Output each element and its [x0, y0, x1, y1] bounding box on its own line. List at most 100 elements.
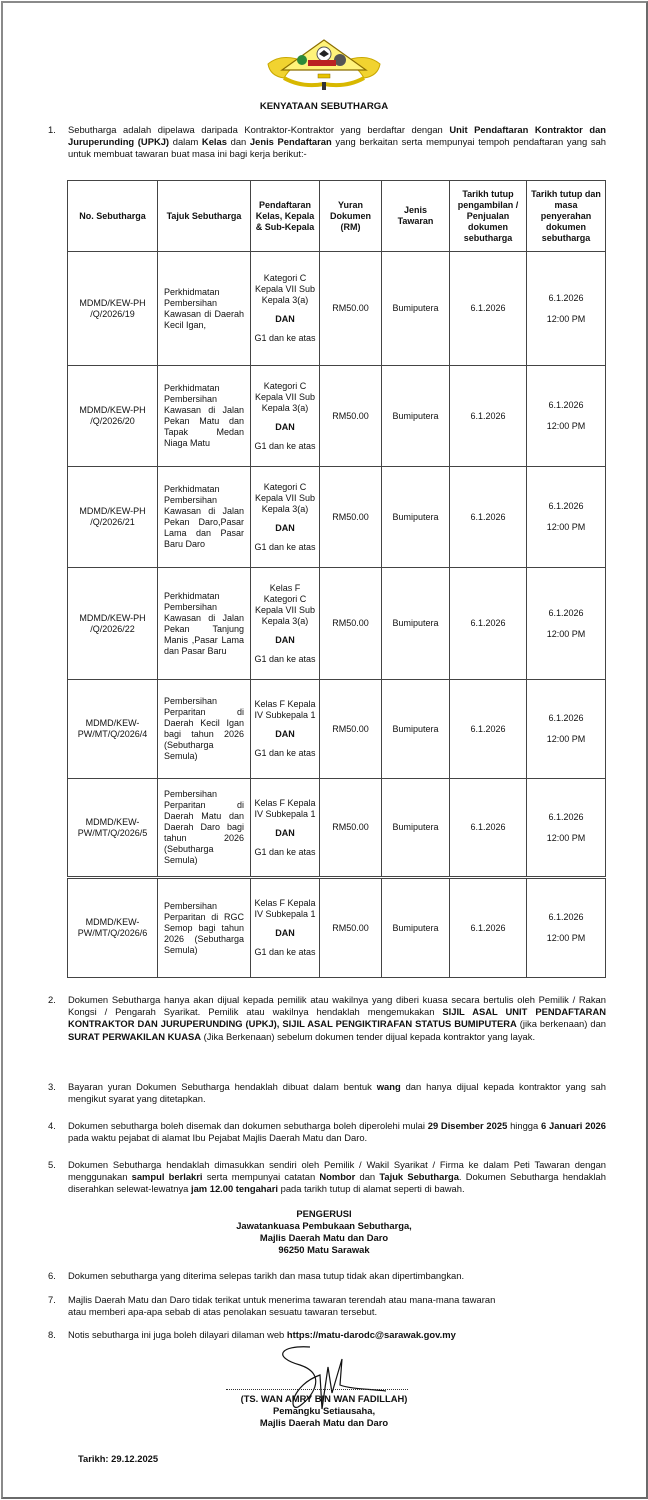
table-row: MDMD/KEW-PW/MT/Q/2026/5 Pembersihan Perpa…: [67, 778, 606, 879]
cell-tutup-jual: 6.1.2026: [449, 466, 527, 568]
close-date: 6.1.2026: [548, 713, 584, 723]
header-tarikh-jual: Tarikh tutup pengambilan / Penjualan dok…: [449, 180, 527, 252]
cell-tajuk: Perkhidmatan Pembersihan Kawasan di Daer…: [157, 251, 251, 366]
gred-text: G1 dan ke atas: [254, 947, 316, 957]
gred-text: G1 dan ke atas: [254, 748, 316, 758]
cell-no: MDMD/KEW-PH /Q/2026/22: [67, 567, 158, 680]
close-time: 12:00 PM: [546, 522, 586, 532]
table-row: MDMD/KEW-PH /Q/2026/21 Perkhidmatan Pembe…: [67, 466, 606, 568]
header-jenis: Jenis Tawaran: [381, 180, 450, 252]
close-time: 12:00 PM: [546, 734, 586, 744]
address-line: PENGERUSI: [296, 1208, 352, 1219]
header-tarikh-serah: Tarikh tutup dan masa penyerahan dokumen…: [526, 180, 606, 252]
cell-yuran: RM50.00: [319, 778, 382, 879]
gred-text: G1 dan ke atas: [254, 333, 316, 343]
cell-yuran: RM50.00: [319, 365, 382, 467]
item-8: 8. Notis sebutharga ini juga boleh dilay…: [48, 1329, 456, 1340]
cell-tutup-serah: 6.1.2026 12:00 PM: [526, 679, 606, 779]
cell-pendaftaran: Kelas F Kepala IV Subkepala 1 DAN G1 dan k…: [250, 679, 320, 779]
cell-tajuk: Pembersihan Perparitan di Daerah Kecil I…: [157, 679, 251, 779]
close-time: 12:00 PM: [546, 628, 586, 639]
cell-pendaftaran: Kategori C Kepala VII Sub Kepala 3(a) DAN…: [250, 251, 320, 366]
document-date: Tarikh: 29.12.2025: [78, 1453, 159, 1464]
cell-tajuk: Pembersihan Perparitan di RGC Semop bagi…: [157, 877, 251, 978]
cell-no: MDMD/KEW-PW/MT/Q/2026/4: [67, 679, 158, 779]
item-3: 3. Bayaran yuran Dokumen Sebutharga hend…: [48, 1081, 606, 1105]
table-row: MDMD/KEW-PH /Q/2026/22 Perkhidmatan Pembe…: [67, 567, 606, 680]
kelas-text: Kelas F Kepala IV Subkepala 1: [254, 898, 316, 919]
item-1: 1. Sebutharga adalah dipelawa daripada K…: [48, 124, 607, 160]
cell-tutup-serah: 6.1.2026 12:00 PM: [526, 567, 606, 680]
close-date: 6.1.2026: [548, 607, 584, 618]
cell-pendaftaran: Kategori C Kepala VII Sub Kepala 3(a) DAN…: [250, 466, 320, 568]
cell-tutup-jual: 6.1.2026: [449, 778, 527, 879]
cell-pendaftaran: Kelas F Kepala IV Subkepala 1 DAN G1 dan k…: [250, 778, 320, 879]
signatory-org: Majlis Daerah Matu dan Daro: [259, 1417, 389, 1428]
dan-text: DAN: [275, 928, 295, 938]
table-row: MDMD/KEW-PH /Q/2026/20 Perkhidmatan Pembe…: [67, 365, 606, 467]
close-time: 12:00 PM: [546, 313, 586, 324]
signatory-name: (TS. WAN AMRY BIN WAN FADILLAH): [240, 1393, 408, 1404]
cell-tutup-jual: 6.1.2026: [449, 679, 527, 779]
cell-tutup-serah: 6.1.2026 12:00 PM: [526, 251, 606, 366]
kelas-text: Kelas F Kepala IV Subkepala 1: [254, 797, 316, 819]
cell-no: MDMD/KEW-PW/MT/Q/2026/6: [67, 877, 158, 978]
website-link[interactable]: https://matu-darodc@sarawak.gov.my: [286, 1329, 456, 1340]
close-date: 6.1.2026: [548, 912, 584, 922]
cell-no: MDMD/KEW-PH /Q/2026/20: [67, 365, 158, 467]
kelas-text: Kelas F Kategori C Kepala VII Sub Kepala…: [254, 582, 316, 626]
page-title: KENYATAAN SEBUTHARGA: [259, 101, 389, 112]
cell-tutup-jual: 6.1.2026: [449, 251, 527, 366]
table-row: MDMD/KEW-PW/MT/Q/2026/6 Pembersihan Perpa…: [67, 877, 606, 978]
council-logo: [267, 39, 381, 90]
cell-yuran: RM50.00: [319, 679, 382, 779]
cell-tajuk: Perkhidmatan Pembersihan Kawasan di Jala…: [157, 567, 251, 680]
header-no: No. Sebutharga: [67, 180, 158, 252]
close-date: 6.1.2026: [548, 501, 584, 511]
address-line: Majlis Daerah Matu dan Daro: [259, 1232, 389, 1243]
address-line: 96250 Matu Sarawak: [278, 1244, 370, 1255]
item-5: 5. Dokumen Sebutharga hendaklah dimasukk…: [48, 1159, 606, 1195]
cell-jenis: Bumiputera: [381, 778, 450, 879]
dan-text: DAN: [275, 522, 295, 533]
close-date: 6.1.2026: [548, 811, 584, 822]
table-row: MDMD/KEW-PW/MT/Q/2026/4 Pembersihan Perpa…: [67, 679, 606, 779]
cell-pendaftaran: Kelas F Kategori C Kepala VII Sub Kepala…: [250, 567, 320, 680]
close-time: 12:00 PM: [546, 933, 586, 943]
cell-no: MDMD/KEW-PW/MT/Q/2026/5: [67, 778, 158, 879]
cell-pendaftaran: Kategori C Kepala VII Sub Kepala 3(a) DAN…: [250, 365, 320, 467]
dan-text: DAN: [275, 634, 295, 645]
signature: [282, 1346, 387, 1410]
cell-jenis: Bumiputera: [381, 251, 450, 366]
item-6: 6. Dokumen sebutharga yang diterima sele…: [48, 1270, 465, 1281]
cell-tajuk: Pembersihan Perparitan di Daerah Matu da…: [157, 778, 251, 879]
gred-text: G1 dan ke atas: [254, 653, 316, 664]
cell-jenis: Bumiputera: [381, 365, 450, 467]
signatory-block: (TS. WAN AMRY BIN WAN FADILLAH) Pemangku…: [0, 1393, 648, 1429]
cell-jenis: Bumiputera: [381, 466, 450, 568]
table-row: MDMD/KEW-PH /Q/2026/19 Perkhidmatan Pembe…: [67, 251, 606, 366]
signature-line: [226, 1389, 408, 1390]
cell-yuran: RM50.00: [319, 251, 382, 366]
cell-tutup-serah: 6.1.2026 12:00 PM: [526, 365, 606, 467]
table-header-row: No. Sebutharga Tajuk Sebutharga Pendafta…: [67, 180, 606, 252]
cell-tutup-serah: 6.1.2026 12:00 PM: [526, 778, 606, 879]
kelas-text: Kategori C Kepala VII Sub Kepala 3(a): [254, 273, 316, 305]
cell-tutup-jual: 6.1.2026: [449, 567, 527, 680]
cell-yuran: RM50.00: [319, 877, 382, 978]
cell-tutup-serah: 6.1.2026 12:00 PM: [526, 466, 606, 568]
dan-text: DAN: [275, 421, 295, 432]
close-date: 6.1.2026: [548, 292, 584, 303]
cell-tajuk: Perkhidmatan Pembersihan Kawasan di Jala…: [157, 365, 251, 467]
header-yuran: Yuran Dokumen (RM): [319, 180, 382, 252]
cell-jenis: Bumiputera: [381, 877, 450, 978]
cell-tutup-jual: 6.1.2026: [449, 365, 527, 467]
cell-jenis: Bumiputera: [381, 567, 450, 680]
signatory-position: Pemangku Setiausaha,: [272, 1405, 376, 1416]
item-7: 7. Majlis Daerah Matu dan Daro tidak ter…: [48, 1294, 496, 1318]
gred-text: G1 dan ke atas: [254, 541, 316, 552]
cell-jenis: Bumiputera: [381, 679, 450, 779]
kelas-text: Kategori C Kepala VII Sub Kepala 3(a): [254, 380, 316, 413]
dan-text: DAN: [275, 314, 295, 324]
